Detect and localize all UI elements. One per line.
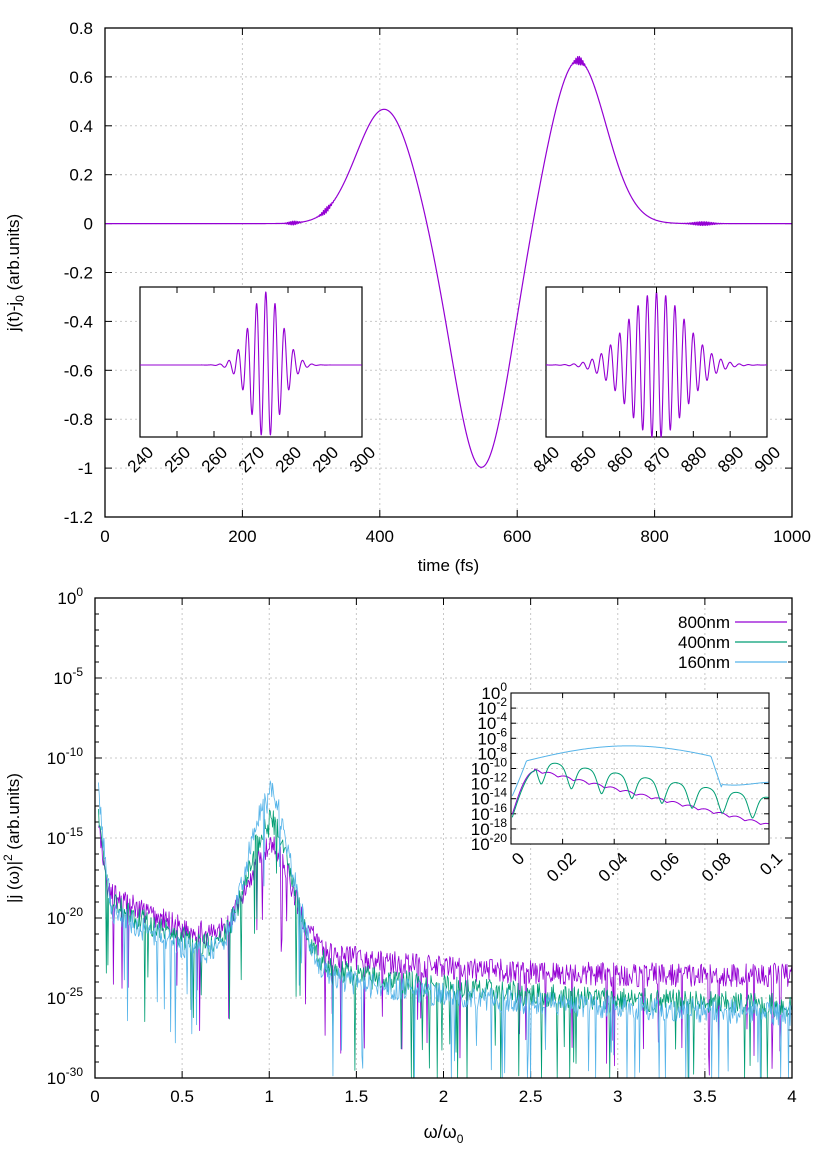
series-line-400nm [98,809,793,1079]
x-tick-label: 0 [90,1087,99,1106]
inset-x-tick-label: 0.06 [646,849,683,886]
y-tick-label: -0.4 [64,312,93,331]
inset-x-tick-label: 900 [751,443,784,476]
y-axis-label: j(t)-j0 (arb.units) [4,214,27,332]
y-tick-label: -0.8 [64,410,93,429]
inset-x-tick-label: 270 [235,443,268,476]
bottom-inset: 0 0.02 0.04 0.06 0.08 0.110010-210-410-610-81… [471,680,787,886]
plot-frame [94,597,793,1079]
inset-y-tick-label: 10-4 [477,710,507,733]
inset-y-tick-label: 10-2 [477,695,507,718]
inset-series-line-160nm [511,745,769,797]
x-tick-label: 1000 [773,527,811,546]
inset-x-tick-label: 0.1 [756,849,786,879]
inset-x-tick-label: 840 [530,443,563,476]
y-tick-label: 10-5 [53,665,83,688]
x-tick-label: 0.5 [170,1087,194,1106]
inset-x-tick-label: 860 [603,443,636,476]
inset-x-tick-label: 890 [714,443,747,476]
inset-x-tick-label: 0.04 [595,849,632,886]
inset-frame [510,692,770,845]
x-tick-label: 2 [439,1087,448,1106]
y-tick-label: -1 [78,459,93,478]
x-tick-label: 400 [366,527,394,546]
inset-x-tick-label: 0.02 [543,849,580,886]
legend-label: 160nm [678,653,730,672]
y-tick-label: 0.2 [69,166,93,185]
x-tick-label: 3 [613,1087,622,1106]
x-axis-label: time (fs) [418,556,479,575]
y-tick-label: 10-30 [47,1065,84,1088]
inset-x-tick-label: 290 [309,443,342,476]
inset-y-tick-label: 10-14 [471,786,508,809]
bottom-panel: 0 0.5 1 1.5 2 2.5 3 3.5 410010-510-1010-1510-201… [1,585,797,1146]
x-tick-label: 800 [640,527,668,546]
inset-x-tick-label: 240 [124,443,157,476]
x-tick-label: 4 [787,1087,796,1106]
series-line-800nm [98,824,793,1076]
inset-y-tick-label: 10-10 [471,756,508,779]
series-line-160nm [98,780,793,1079]
top-panel: 0 200 400 600 800 1000 -1.2 -1 -0.8 -0.6 -0.4 -0.2 0… [4,19,811,575]
inset-x-tick-label: 0.08 [698,849,735,886]
y-tick-label: 10-15 [47,825,84,848]
inset-y-tick-label: 100 [481,680,507,703]
x-axis-label: ω/ω0 [424,1122,464,1146]
inset-x-tick-label: 260 [198,443,231,476]
x-tick-label: 1 [265,1087,274,1106]
plot-frame [104,27,793,518]
inset-y-tick-label: 10-18 [471,816,508,839]
x-tick-label: 1.5 [345,1087,369,1106]
inset-frame [139,286,363,438]
inset-1: 240 250 260 270 280 290 300 [124,286,379,476]
y-tick-label: 10-20 [47,905,84,928]
inset-x-tick-label: 280 [272,443,305,476]
inset-x-tick-label: 0 [508,849,528,869]
y-tick-label: -1.2 [64,508,93,527]
legend-label: 400nm [678,633,730,652]
y-axis-label: |j (ω)|2 (arb.units) [1,773,23,903]
inset-x-tick-label: 880 [677,443,710,476]
inset-x-tick-label: 870 [640,443,673,476]
legend-label: 800nm [678,613,730,632]
inset-y-tick-label: 10-12 [471,771,508,794]
y-tick-label: 10-10 [47,745,84,768]
y-tick-label: 0.6 [69,68,93,87]
y-tick-label: 0.8 [69,19,93,38]
inset-y-tick-label: 10-6 [477,725,507,748]
series-line [104,55,793,468]
x-tick-label: 200 [228,527,256,546]
inset-series-line-800nm [511,768,769,825]
y-tick-label: -0.2 [64,264,93,283]
inset-2: 840 850 860 870 880 890 900 [530,286,784,476]
inset-series-line [139,291,363,436]
y-tick-label: 0.4 [69,117,93,136]
inset-series-line-400nm [511,762,769,819]
y-tick-label: -0.6 [64,361,93,380]
inset-y-tick-label: 10-8 [477,740,507,763]
x-tick-label: 3.5 [693,1087,717,1106]
inset-y-tick-label: 10-16 [471,801,508,824]
x-tick-label: 0 [100,527,109,546]
inset-frame [545,286,768,438]
x-tick-label: 2.5 [519,1087,543,1106]
y-tick-label: 10-25 [47,985,84,1008]
inset-x-tick-label: 250 [161,443,194,476]
inset-x-tick-label: 300 [346,443,379,476]
y-tick-label: 100 [57,585,83,608]
inset-y-tick-label: 10-20 [471,831,508,854]
inset-x-tick-label: 850 [567,443,600,476]
inset-background [511,693,769,844]
x-tick-label: 600 [503,527,531,546]
y-tick-label: 0 [84,215,93,234]
